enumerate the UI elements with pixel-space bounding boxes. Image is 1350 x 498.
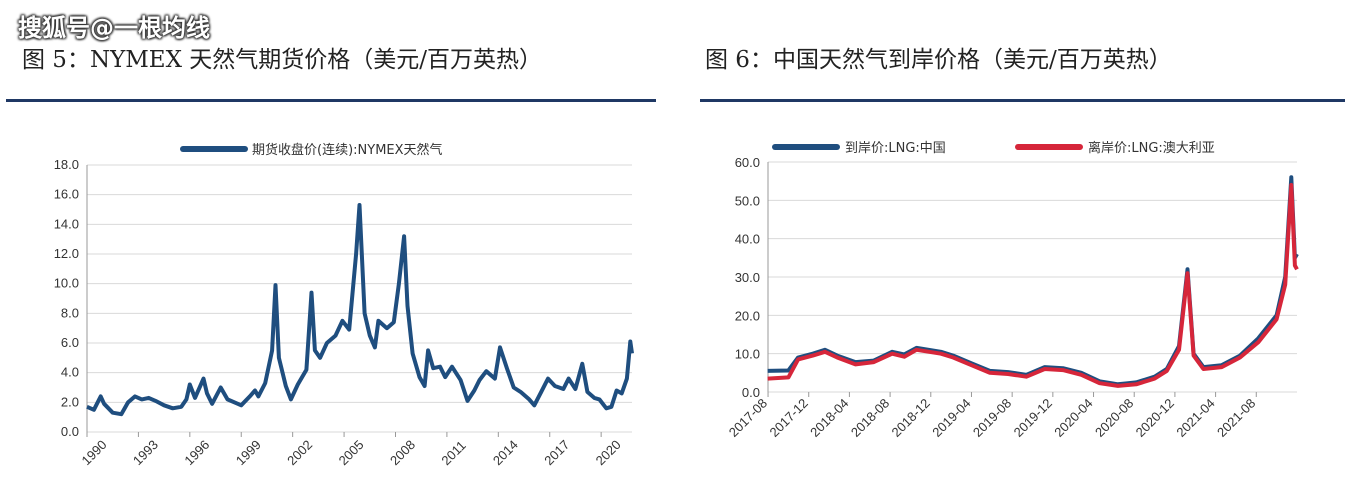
x-tick-label: 2018-12 [889, 396, 933, 440]
y-tick-label: 20.0 [735, 308, 760, 323]
x-tick-label: 2019-12 [1011, 396, 1055, 440]
x-tick-label: 2017-12 [766, 396, 810, 440]
x-tick-label: 1996 [181, 437, 212, 468]
legend-label-australia-lng: 离岸价:LNG:澳大利亚 [1088, 140, 1215, 156]
y-tick-label: 0.0 [742, 385, 760, 400]
x-tick-label: 1999 [233, 437, 264, 468]
legend-label-nymex: 期货收盘价(连续):NYMEX天然气 [252, 142, 443, 158]
x-tick-label: 2021-04 [1173, 396, 1217, 440]
y-tick-label: 4.0 [61, 365, 79, 380]
x-tick-label: 2018-04 [807, 396, 851, 440]
y-tick-label: 50.0 [735, 193, 760, 208]
x-tick-label: 1993 [130, 437, 161, 468]
x-tick-label: 2021-08 [1214, 396, 1258, 440]
figure-5-title: 图 5：NYMEX 天然气期货价格（美元/百万英热） [22, 47, 543, 73]
y-tick-label: 40.0 [735, 232, 760, 247]
figure-6-title: 图 6：中国天然气到岸价格（美元/百万英热） [705, 47, 1172, 73]
title-rule-left [6, 99, 656, 102]
series-line-australia-lng [767, 183, 1299, 388]
y-tick-label: 0.0 [61, 424, 79, 439]
series-line-nymex [86, 203, 634, 417]
x-tick-label: 2020-04 [1051, 396, 1095, 440]
x-tick-label: 2017-08 [726, 396, 770, 440]
x-tick-label: 2017 [541, 437, 572, 468]
y-tick-label: 8.0 [61, 305, 79, 320]
y-tick-label: 10.0 [735, 347, 760, 362]
y-tick-label: 16.0 [54, 187, 79, 202]
y-tick-label: 6.0 [61, 335, 79, 350]
x-tick-label: 2020 [593, 437, 624, 468]
x-tick-label: 2018-08 [848, 396, 892, 440]
y-tick-label: 2.0 [61, 394, 79, 409]
x-tick-label: 2019-04 [929, 396, 973, 440]
legend-label-china-lng: 到岸价:LNG:中国 [845, 141, 946, 156]
title-rule-right [700, 99, 1345, 102]
y-tick-label: 60.0 [735, 155, 760, 170]
x-tick-label: 2020-08 [1092, 396, 1136, 440]
y-tick-label: 14.0 [54, 216, 79, 231]
x-tick-label: 2014 [490, 437, 521, 468]
x-tick-label: 2005 [336, 437, 367, 468]
x-tick-label: 2008 [387, 437, 418, 468]
x-tick-label: 2020-12 [1133, 396, 1177, 440]
x-tick-label: 2019-08 [970, 396, 1014, 440]
y-tick-label: 12.0 [54, 246, 79, 261]
x-tick-label: 2002 [284, 437, 315, 468]
y-tick-label: 10.0 [54, 276, 79, 291]
y-tick-label: 30.0 [735, 270, 760, 285]
y-tick-label: 18.0 [54, 157, 79, 172]
watermark: 搜狐号@一根均线 [18, 14, 210, 42]
x-tick-label: 2011 [438, 438, 468, 468]
x-tick-label: 1990 [79, 437, 110, 468]
